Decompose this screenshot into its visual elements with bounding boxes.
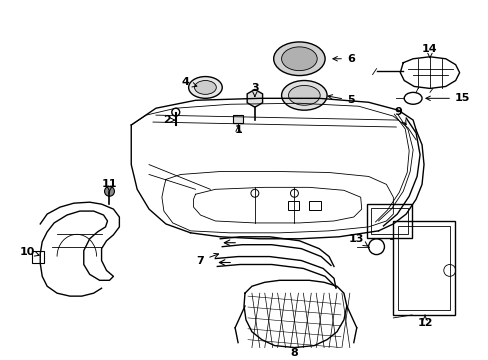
Text: 11: 11 bbox=[102, 179, 117, 192]
Text: 9: 9 bbox=[393, 107, 406, 125]
Circle shape bbox=[104, 186, 114, 196]
Ellipse shape bbox=[194, 81, 216, 94]
Text: 1: 1 bbox=[234, 125, 242, 135]
Text: 15: 15 bbox=[425, 93, 469, 103]
Text: 4: 4 bbox=[182, 77, 196, 87]
Bar bbox=[308, 201, 321, 210]
Bar bbox=[287, 201, 299, 210]
Bar bbox=[233, 115, 243, 123]
Ellipse shape bbox=[281, 47, 317, 71]
Text: 3: 3 bbox=[250, 84, 258, 96]
Text: 6: 6 bbox=[332, 54, 354, 64]
Text: 13: 13 bbox=[348, 234, 367, 246]
Ellipse shape bbox=[288, 85, 320, 105]
Text: 12: 12 bbox=[416, 315, 432, 328]
Bar bbox=[32, 251, 44, 262]
Ellipse shape bbox=[188, 77, 222, 98]
Text: 8: 8 bbox=[290, 347, 298, 357]
Bar bbox=[370, 208, 407, 234]
Bar bbox=[366, 204, 411, 238]
Text: 10: 10 bbox=[20, 247, 39, 257]
Text: 7: 7 bbox=[196, 253, 218, 266]
Text: 14: 14 bbox=[421, 44, 437, 58]
Bar bbox=[392, 221, 454, 315]
Ellipse shape bbox=[273, 42, 325, 76]
Ellipse shape bbox=[281, 81, 326, 110]
Text: 2: 2 bbox=[163, 115, 174, 125]
Bar bbox=[398, 226, 449, 310]
Text: 5: 5 bbox=[327, 95, 354, 105]
